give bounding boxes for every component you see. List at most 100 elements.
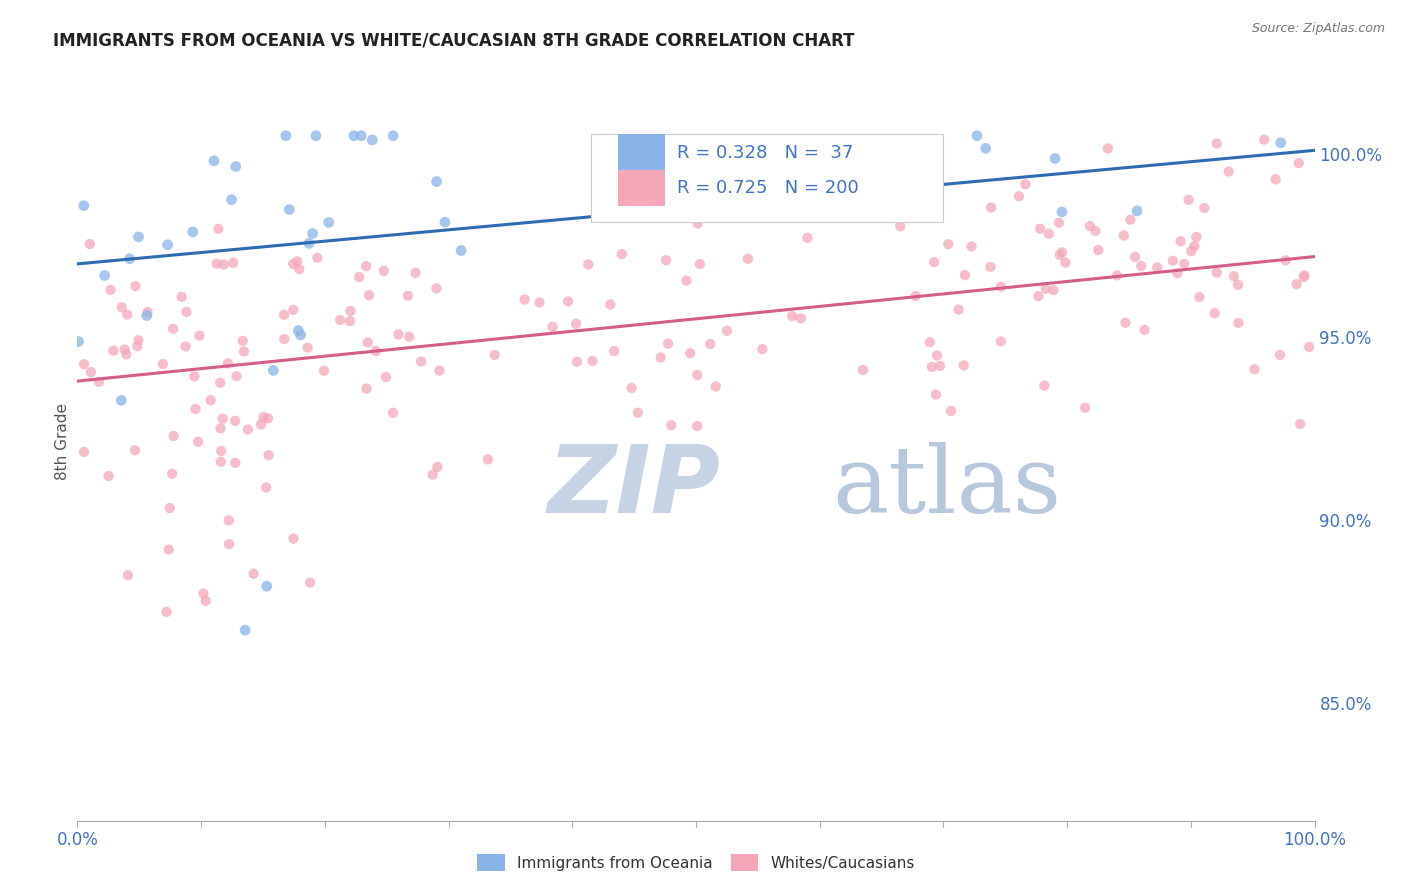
Point — [283, 532, 305, 546]
Point — [1043, 152, 1066, 166]
Point — [396, 289, 419, 303]
Point — [1035, 282, 1057, 296]
Point — [1114, 316, 1136, 330]
Point — [565, 355, 588, 369]
Point — [557, 294, 579, 309]
Point — [925, 348, 948, 362]
Point — [187, 434, 209, 449]
Point — [426, 174, 449, 188]
Point — [1226, 277, 1249, 292]
Point — [1274, 253, 1296, 268]
Point — [1185, 230, 1208, 244]
Point — [202, 153, 225, 168]
Point — [387, 327, 409, 342]
Point — [679, 346, 702, 360]
Point — [704, 379, 727, 393]
Point — [1188, 290, 1211, 304]
Point — [103, 343, 125, 358]
Point — [675, 274, 697, 288]
Point — [1270, 136, 1292, 150]
Point — [1289, 417, 1312, 431]
Point — [183, 369, 205, 384]
Point — [205, 257, 228, 271]
Point — [354, 259, 377, 273]
Point — [224, 414, 246, 428]
Point — [398, 330, 420, 344]
Point — [852, 363, 875, 377]
Text: R = 0.328   N =  37: R = 0.328 N = 37 — [678, 144, 853, 161]
Point — [686, 217, 709, 231]
Point — [283, 257, 305, 271]
Point — [97, 469, 120, 483]
Point — [193, 586, 215, 600]
Point — [262, 363, 284, 377]
Point — [1161, 253, 1184, 268]
Point — [1298, 340, 1320, 354]
Point — [737, 252, 759, 266]
Point — [1288, 156, 1310, 170]
Point — [650, 351, 672, 365]
Point — [1126, 203, 1149, 218]
Point — [339, 304, 361, 318]
Point — [1042, 283, 1064, 297]
FancyBboxPatch shape — [619, 135, 665, 171]
Point — [613, 198, 636, 212]
Point — [67, 334, 90, 349]
Text: atlas: atlas — [832, 442, 1062, 532]
Point — [1008, 189, 1031, 203]
Point — [174, 339, 197, 353]
Point — [128, 230, 150, 244]
Point — [529, 295, 551, 310]
Point — [256, 579, 278, 593]
Point — [1184, 239, 1206, 253]
Point — [1038, 227, 1060, 241]
Point — [232, 334, 254, 348]
Point — [110, 393, 132, 408]
Point — [257, 411, 280, 425]
Point — [127, 333, 149, 347]
Point — [1253, 133, 1275, 147]
Point — [948, 302, 970, 317]
Point — [689, 257, 711, 271]
Point — [974, 141, 997, 155]
Point — [1084, 224, 1107, 238]
Point — [100, 283, 122, 297]
Point — [1014, 178, 1036, 192]
Point — [127, 339, 149, 353]
Point — [429, 363, 451, 377]
Point — [359, 288, 381, 302]
Point — [350, 128, 373, 143]
Point — [221, 193, 243, 207]
Point — [939, 404, 962, 418]
Point — [513, 293, 536, 307]
Point — [925, 387, 948, 401]
Point — [305, 128, 328, 143]
Point — [80, 365, 103, 379]
Point — [686, 368, 709, 382]
Point — [679, 206, 702, 220]
Point — [1205, 266, 1227, 280]
Point — [409, 354, 432, 368]
Point — [361, 133, 384, 147]
Point — [1097, 141, 1119, 155]
Point — [207, 222, 229, 236]
Point — [222, 256, 245, 270]
Point — [1054, 255, 1077, 269]
Point — [184, 401, 207, 416]
Point — [876, 172, 898, 186]
Point — [686, 419, 709, 434]
Point — [156, 237, 179, 252]
Point — [254, 480, 277, 494]
Point — [274, 128, 297, 143]
Point — [312, 364, 335, 378]
Point — [218, 513, 240, 527]
Point — [382, 128, 405, 143]
Point — [297, 341, 319, 355]
Point — [93, 268, 115, 283]
Point — [1292, 270, 1315, 285]
Point — [846, 207, 869, 221]
Point — [181, 225, 204, 239]
Point — [610, 247, 633, 261]
Point — [1166, 266, 1188, 280]
Point — [1264, 172, 1286, 186]
